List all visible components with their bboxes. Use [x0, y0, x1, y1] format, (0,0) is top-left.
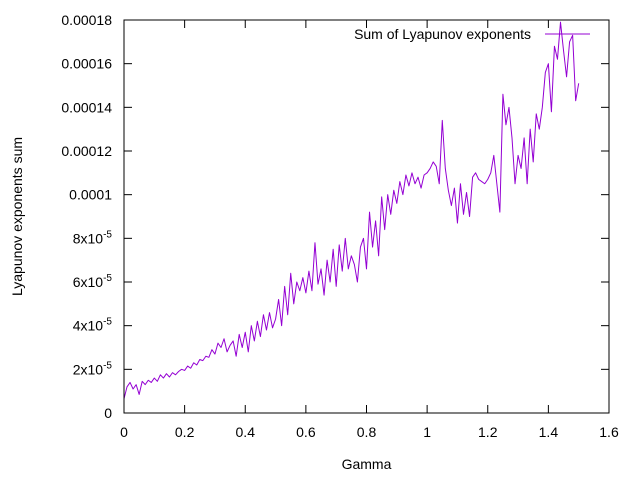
x-tick-label: 1.2	[478, 424, 498, 440]
x-tick-label: 1.6	[599, 424, 619, 440]
x-tick-label: 0.4	[236, 424, 256, 440]
y-tick-label: 6x10-5	[73, 273, 113, 290]
y-axis-label: Lyapunov exponents sum	[9, 137, 25, 296]
x-tick-label: 0.8	[357, 424, 377, 440]
y-tick-label: 0	[104, 405, 112, 421]
y-tick-label: 2x10-5	[73, 360, 113, 377]
y-tick-label: 0.00012	[61, 143, 112, 159]
x-tick-label: 1.4	[539, 424, 559, 440]
y-tick-label: 4x10-5	[73, 317, 113, 334]
x-tick-label: 0	[120, 424, 128, 440]
y-tick-label: 8x10-5	[73, 229, 113, 246]
y-tick-label: 0.0001	[69, 187, 112, 203]
series-line	[123, 21, 580, 399]
legend-label: Sum of Lyapunov exponents	[354, 26, 531, 42]
tick-labels: 0 0.2 0.4 0.6 0.8 1 1.2 1.4 1.6 0 2x10-5 4x10-5 6x10…	[61, 12, 619, 440]
x-tick-label: 0.6	[296, 424, 316, 440]
x-tick-label: 1	[423, 424, 431, 440]
x-axis-label: Gamma	[342, 456, 392, 472]
series-layer	[123, 21, 580, 399]
x-tick-label: 0.2	[175, 424, 195, 440]
y-tick-label: 0.00018	[61, 12, 112, 28]
y-tick-label: 0.00016	[61, 56, 112, 72]
legend: Sum of Lyapunov exponents	[354, 26, 590, 42]
plot-frame	[123, 19, 610, 414]
y-tick-label: 0.00014	[61, 99, 112, 115]
